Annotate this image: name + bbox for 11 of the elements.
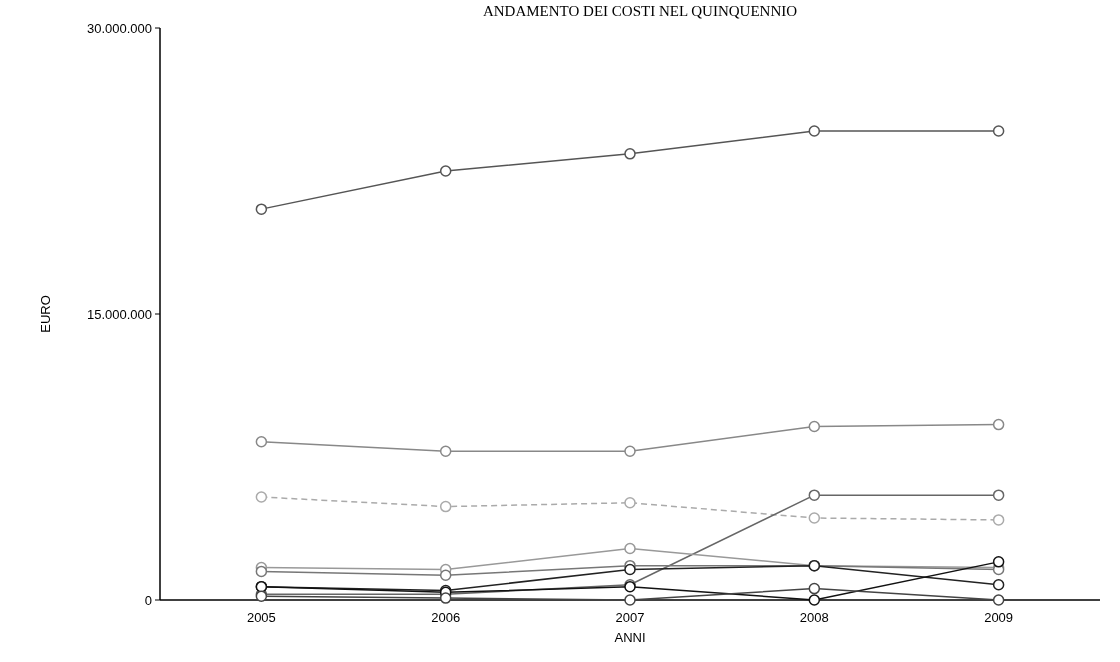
x-tick-label: 2008 [799, 610, 829, 625]
y-axis-title: EURO [38, 295, 53, 333]
x-tick-label: 2009 [984, 610, 1014, 625]
x-tick-label: 2005 [246, 610, 276, 625]
chart-title: ANDAMENTO DEI COSTI NEL QUINQUENNIO [482, 3, 798, 19]
y-tick-label: 15.000.000 [86, 306, 152, 322]
y-tick-label: 0 [144, 592, 152, 608]
x-axis-title: ANNI [614, 630, 646, 645]
x-tick-label: 2007 [615, 610, 645, 625]
y-tick-label: 30.000.000 [86, 20, 152, 36]
x-tick-label: 2006 [431, 610, 461, 625]
